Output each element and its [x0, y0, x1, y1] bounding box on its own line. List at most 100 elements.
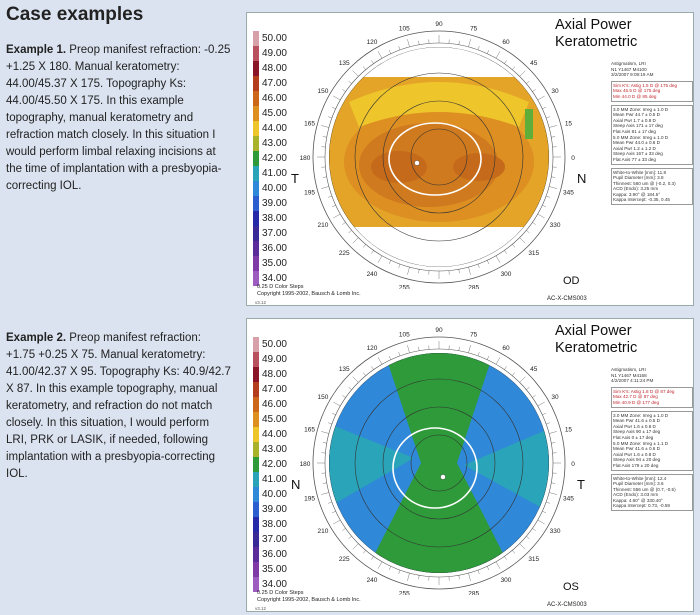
- dial-tick: [495, 357, 501, 365]
- scale-swatch: [253, 397, 259, 412]
- scale-row: 40.00: [253, 181, 287, 196]
- info-line: Steep Axis 171 ± 17 deg: [613, 123, 663, 129]
- dial-tick: [377, 357, 383, 365]
- eye-label: OD: [563, 275, 580, 287]
- map-region: [371, 151, 427, 183]
- angle-label: 45: [530, 60, 538, 67]
- map-region: [464, 428, 549, 513]
- dial-tick: [321, 125, 329, 128]
- info-line: Mean Pwr 41.6 ± 0.6 D: [613, 446, 660, 452]
- angle-label: 75: [470, 26, 478, 33]
- scale-row: 38.00: [253, 211, 287, 226]
- scale-label: 44.00: [261, 123, 287, 134]
- angle-label: 195: [304, 496, 315, 503]
- scale-label: 34.00: [261, 273, 287, 284]
- dial-tick: [537, 213, 545, 219]
- dial-tick: [398, 264, 401, 268]
- pupil-contour: [392, 427, 478, 509]
- scale-row: 49.00: [253, 352, 287, 367]
- dial-tick: [512, 550, 516, 554]
- dial-tick: [458, 40, 460, 45]
- scale-label: 45.00: [261, 108, 287, 119]
- scale-swatch: [253, 562, 259, 577]
- scale-swatch: [253, 226, 259, 241]
- dial-tick: [348, 536, 352, 540]
- info-line: Mean Pwr 44.7 ± 0.5 D: [613, 112, 660, 118]
- info-line: White-to-White [mm]: 11.8: [613, 169, 667, 175]
- dial-tick: [532, 222, 536, 225]
- dial-tick: [458, 269, 460, 274]
- scale-swatch: [253, 46, 259, 61]
- angle-label: 60: [502, 345, 510, 352]
- scale-swatch: [253, 412, 259, 427]
- example-2-label: Example 2.: [6, 332, 67, 344]
- scale-swatch: [253, 382, 259, 397]
- info-block: Astigmatism, LRI N1 Y1467 M4168 4/2/2007 4…: [611, 367, 693, 512]
- info-line: Min 44.0 D @ 85 deg: [613, 93, 657, 99]
- dial-tick: [333, 519, 341, 525]
- dial-tick: [468, 267, 471, 275]
- side-label-left: N: [291, 477, 300, 492]
- angle-label: 0: [571, 155, 575, 162]
- scale-label: 49.00: [261, 354, 287, 365]
- angle-label: 45: [530, 366, 538, 373]
- scale-swatch: [253, 271, 259, 286]
- dial-tick: [371, 366, 374, 370]
- dial-tick: [486, 49, 490, 54]
- scale-row: 50.00: [253, 31, 287, 46]
- scale-label: 37.00: [261, 534, 287, 545]
- dial-tick: [532, 528, 536, 531]
- scale-row: 42.00: [253, 457, 287, 472]
- dial-tick: [512, 244, 516, 248]
- side-label-right: N: [577, 171, 586, 186]
- scale-label: 46.00: [261, 93, 287, 104]
- angle-label: 330: [550, 222, 561, 229]
- angle-label: 195: [304, 190, 315, 197]
- dial-tick: [486, 355, 490, 360]
- grid-ring: [410, 128, 468, 186]
- grid-ring: [354, 378, 524, 548]
- info-line: Min 40.9 D @ 177 deg: [613, 399, 660, 405]
- scale-swatch: [253, 367, 259, 382]
- info-line: Mean Pwr 41.6 ± 0.5 D: [613, 418, 660, 424]
- angle-label: 90: [435, 327, 443, 334]
- dial-tick: [458, 346, 460, 351]
- dial-tick: [549, 431, 557, 434]
- angle-label: 30: [551, 394, 559, 401]
- angle-label: 105: [399, 26, 410, 33]
- scale-swatch: [253, 532, 259, 547]
- patient-info: Astigmatism, LRI N1 Y1467 M4168 4/2/2007 4…: [611, 367, 693, 384]
- map-title: Axial Power Keratometric: [555, 17, 638, 50]
- info-line: Flat Axis 179 ± 20 deg: [613, 462, 659, 468]
- angle-label: 285: [468, 284, 479, 289]
- dial-tick: [418, 269, 420, 274]
- scale-swatch: [253, 211, 259, 226]
- angle-label: 30: [551, 88, 559, 95]
- scale-swatch: [253, 61, 259, 76]
- dial-tick: [504, 366, 507, 370]
- angle-label: 15: [565, 120, 573, 127]
- dial-tick: [398, 570, 401, 574]
- scale-label: 37.00: [261, 228, 287, 239]
- dial-tick: [352, 376, 359, 383]
- scale-row: 45.00: [253, 106, 287, 121]
- scale-row: 50.00: [253, 337, 287, 352]
- scale-row: 34.00: [253, 577, 287, 592]
- info-line: Kappa: 3.90° @ 184.5°: [613, 191, 661, 197]
- dial-tick: [519, 376, 526, 383]
- dial-tick: [549, 125, 557, 128]
- scale-label: 39.00: [261, 198, 287, 209]
- topography-map-od: 50.00 49.00 48.00 47.00 46.00 45.00 44.00 43.00…: [246, 12, 694, 306]
- info-line: Sim K's: Astig 1.8 D @ 87 deg: [613, 388, 675, 394]
- dial-tick: [377, 255, 383, 263]
- scale-row: 47.00: [253, 76, 287, 91]
- info-line: Astigmatism, LRI: [611, 61, 646, 66]
- info-line: ACD (Endo): 3.03 mm: [613, 492, 659, 498]
- angle-label: 345: [563, 190, 574, 197]
- scale-label: 39.00: [261, 504, 287, 515]
- kappa-marker: [414, 160, 420, 166]
- scale-swatch: [253, 442, 259, 457]
- color-scale: 50.00 49.00 48.00 47.00 46.00 45.00 44.00 43.00…: [253, 31, 287, 286]
- dial-tick: [526, 536, 530, 540]
- dial-tick: [362, 372, 366, 376]
